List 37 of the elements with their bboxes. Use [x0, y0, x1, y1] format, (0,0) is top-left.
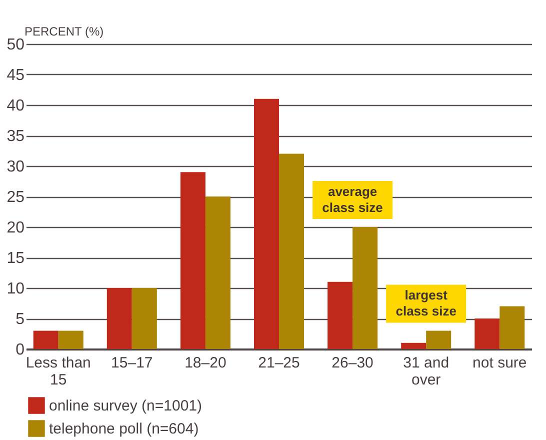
y-tick-label: 10: [6, 280, 25, 298]
x-tick-label: 15–17: [111, 354, 153, 372]
bar: [254, 98, 279, 349]
y-tick-label: 35: [6, 128, 25, 145]
bar: [58, 330, 84, 349]
bar: [401, 342, 426, 349]
x-tick-label: 21–25: [258, 354, 300, 372]
bar: [205, 196, 230, 349]
bar: [106, 288, 132, 349]
y-tick-label: 45: [6, 67, 25, 84]
bar: [352, 227, 378, 349]
annotation: average class size: [322, 184, 383, 215]
bar: [279, 154, 304, 349]
y-tick-label: 5: [16, 311, 25, 328]
x-tick-label: Less than 15: [26, 354, 91, 388]
y-tick-label: 40: [6, 98, 25, 114]
legend-label: telephone poll (n=604): [49, 420, 199, 438]
x-tick-label: 31 and over: [403, 354, 450, 388]
bar: [328, 282, 353, 349]
y-tick-label: 15: [6, 250, 25, 267]
x-tick-label: 18–20: [184, 354, 226, 372]
bar: [426, 330, 452, 349]
legend-label: online survey (n=1001): [49, 398, 202, 414]
bar: [33, 330, 58, 349]
annotation: largest class size: [396, 288, 456, 319]
x-tick-label: 26–30: [332, 354, 374, 372]
y-axis-title: PERCENT (%): [24, 24, 104, 38]
y-tick-label: 25: [6, 189, 25, 206]
y-tick-label: 30: [6, 158, 25, 176]
bar: [180, 172, 206, 349]
bar: [132, 288, 157, 349]
x-tick-label: not sure: [472, 354, 527, 372]
bar: [474, 318, 500, 349]
y-tick-label: 50: [6, 36, 25, 54]
y-tick-label: 0: [16, 342, 25, 358]
y-tick-label: 20: [6, 220, 25, 236]
bar: [500, 306, 525, 349]
